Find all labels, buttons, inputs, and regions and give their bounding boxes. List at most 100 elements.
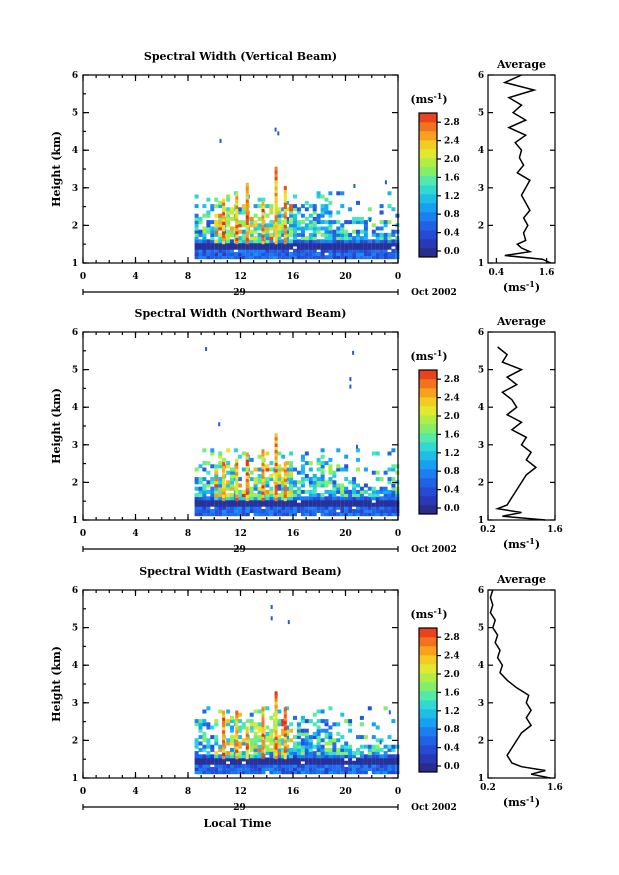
heatmap-cell (237, 496, 242, 501)
heatmap-cell (226, 709, 231, 714)
heatmap-cell (273, 255, 278, 260)
heatmap-cell (230, 477, 234, 482)
heatmap-streak (222, 490, 226, 495)
heatmap-cell (194, 502, 199, 507)
heatmap-cell (308, 489, 313, 494)
heatmap-cell (293, 754, 297, 759)
colorbar-band (419, 487, 437, 497)
heatmap-cell (261, 760, 266, 765)
y-tick-label: 6 (72, 586, 78, 596)
heatmap-cell (285, 757, 290, 762)
colorbar-band (419, 646, 437, 656)
heatmap-cell (367, 751, 372, 756)
heatmap-cell (269, 512, 274, 517)
heatmap-cell (214, 509, 219, 513)
heatmap-cell (226, 216, 231, 221)
heatmap-cell (277, 509, 282, 513)
heatmap-cell (332, 741, 337, 746)
heatmap-streak (261, 214, 265, 219)
heatmap-streak (222, 713, 226, 718)
heatmap-cell (281, 242, 286, 247)
heatmap-streak (245, 729, 249, 734)
heatmap-cell (356, 751, 360, 756)
heatmap-streak (274, 182, 278, 187)
heatmap-cell (241, 245, 246, 250)
heatmap-cell (269, 505, 274, 510)
heatmap-cell (356, 502, 360, 507)
heatmap-cell (265, 509, 270, 513)
heatmap-streak (261, 484, 265, 489)
heatmap-cell (218, 496, 223, 501)
heatmap-cell (379, 760, 384, 765)
heatmap-cell (253, 709, 258, 714)
heatmap-cell (293, 747, 297, 752)
heatmap-cell (289, 477, 294, 482)
heatmap-cell (340, 744, 345, 749)
heatmap-cell (273, 242, 278, 247)
heatmap-cell (308, 461, 313, 466)
heatmap-cell (391, 747, 396, 752)
heatmap-cell (304, 735, 309, 740)
heatmap-cell (328, 467, 333, 472)
heatmap-cell (320, 464, 325, 469)
heatmap-streak (235, 233, 239, 238)
heatmap-streak (261, 716, 265, 721)
heatmap-cell (253, 252, 258, 256)
heatmap-cell (304, 499, 309, 504)
heatmap-cell (300, 226, 305, 231)
heatmap-cell (356, 760, 360, 765)
heatmap-cell (222, 242, 227, 247)
profile-xlabel-exp: -1 (526, 279, 535, 289)
heatmap-cell (261, 252, 266, 256)
heatmap-cell (359, 242, 364, 247)
heatmap-cell (304, 255, 309, 260)
heatmap-cell (352, 499, 357, 504)
heatmap-cell (293, 512, 297, 517)
colorbar-band (419, 469, 437, 479)
heatmap-cell (281, 454, 286, 459)
heatmap-cell (241, 210, 246, 215)
heatmap-cell (296, 770, 301, 775)
heatmap-cell (296, 207, 301, 212)
heatmap-cell (383, 220, 388, 225)
heatmap-cell (324, 760, 329, 765)
heatmap-cell (226, 770, 231, 775)
heatmap-cell (265, 760, 270, 765)
heatmap-cell (344, 245, 349, 250)
heatmap-cell (320, 719, 325, 724)
heatmap-streak (245, 462, 249, 466)
heatmap-cell (363, 735, 368, 740)
heatmap-cell (202, 502, 207, 507)
heatmap-cell (328, 725, 333, 730)
colorbar-band (419, 709, 437, 719)
heatmap-cell (312, 255, 317, 260)
heatmap-cell (230, 754, 234, 759)
heatmap-point (352, 350, 355, 355)
heatmap-cell (371, 512, 376, 517)
heatmap-streak (245, 481, 249, 486)
heatmap-cell (281, 731, 286, 736)
heatmap-cell (269, 210, 274, 215)
heatmap-cell (324, 767, 329, 771)
x-tick-label: 0 (80, 529, 86, 539)
heatmap-cell (265, 767, 270, 771)
heatmap-cell (194, 722, 199, 727)
heatmap-cell (324, 245, 329, 250)
heatmap-streak (235, 742, 239, 747)
heatmap-cell (312, 731, 317, 736)
heatmap-cell (277, 220, 282, 225)
heatmap-cell (218, 502, 223, 507)
heatmap-cell (194, 496, 199, 501)
heatmap-cell (340, 248, 345, 253)
heatmap-cell (277, 719, 282, 724)
heatmap-cell (293, 499, 297, 504)
heatmap-cell (289, 461, 294, 466)
colorbar-unit: (ms-1) (410, 606, 447, 621)
heatmap-cell (344, 770, 349, 775)
heatmap-cell (198, 239, 203, 244)
heatmap-streak (274, 732, 278, 737)
heatmap-cell (293, 509, 297, 513)
heatmap-cell (206, 242, 211, 247)
heatmap-cell (379, 770, 384, 775)
